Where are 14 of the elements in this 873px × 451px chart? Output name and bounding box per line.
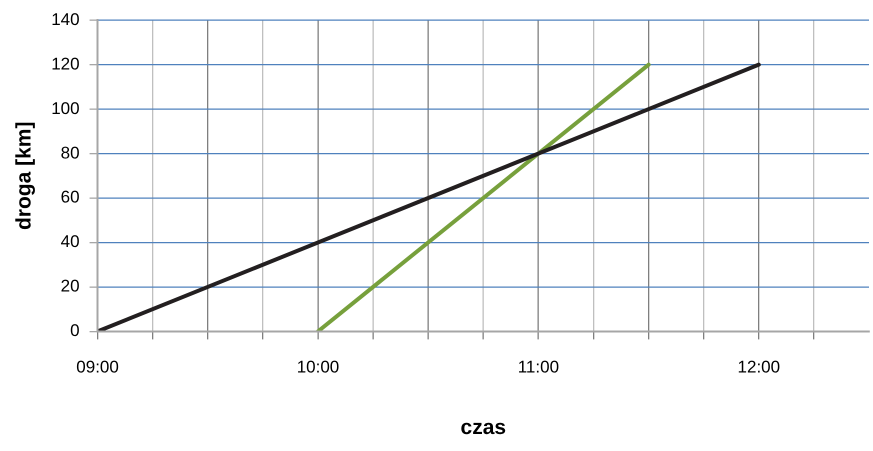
- y-tick-label: 20: [60, 276, 80, 296]
- y-axis-title: droga [km]: [12, 122, 36, 230]
- x-tick-label: 09:00: [76, 357, 119, 376]
- y-tick-label: 80: [60, 143, 80, 162]
- y-tick-label: 60: [60, 188, 80, 207]
- x-tick-label: 11:00: [518, 357, 560, 376]
- y-tick-label: 100: [51, 98, 80, 118]
- y-tick-label: 140: [51, 10, 80, 29]
- x-axis-title: czas: [460, 416, 506, 440]
- y-tick-label: 40: [60, 232, 80, 252]
- y-tick-label: 120: [51, 54, 80, 74]
- y-tick-label: 0: [70, 321, 80, 340]
- x-tick-label: 10:00: [296, 357, 340, 376]
- x-tick-label: 12:00: [738, 357, 780, 376]
